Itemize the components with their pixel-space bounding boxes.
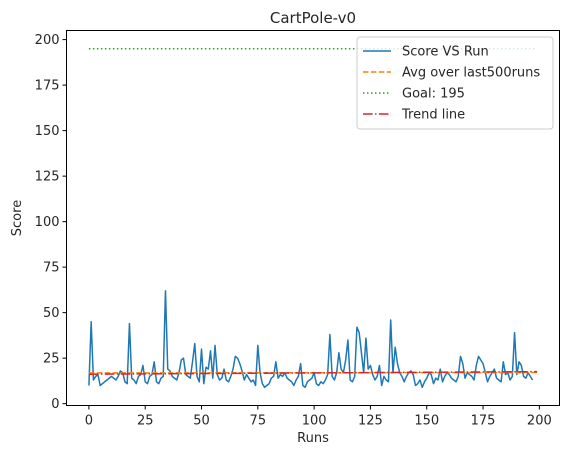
plot-frame <box>66 30 560 406</box>
x-tick-label: 75 <box>250 414 267 429</box>
axis-ticks <box>62 39 540 410</box>
y-tick-label: 200 <box>35 33 60 48</box>
legend: Score VS Run Avg over last500runs Goal: 19… <box>356 36 554 130</box>
chart-title: CartPole-v0 <box>270 9 356 27</box>
y-tick-label: 125 <box>35 170 60 185</box>
y-tick-label: 150 <box>35 124 60 139</box>
x-tick-label: 25 <box>137 414 154 429</box>
legend-label-goal: Goal: 195 <box>402 87 465 102</box>
x-tick-label: 175 <box>471 414 496 429</box>
x-tick-label: 125 <box>358 414 383 429</box>
y-axis-label: Score <box>10 200 25 236</box>
series-line-trend <box>88 370 538 375</box>
y-tick-label: 25 <box>43 352 60 367</box>
y-tick-labels: 0 25 50 75 100 125 150 175 200 <box>35 33 60 412</box>
legend-label-trend: Trend line <box>401 108 465 123</box>
y-tick-label: 0 <box>51 397 59 412</box>
x-tick-label: 50 <box>193 414 210 429</box>
series-line-score <box>88 290 534 389</box>
legend-label-score: Score VS Run <box>402 45 489 60</box>
legend-box <box>356 36 554 130</box>
y-tick-label: 175 <box>35 79 60 94</box>
y-tick-label: 100 <box>35 215 60 230</box>
x-tick-label: 200 <box>527 414 552 429</box>
legend-label-avg: Avg over last500runs <box>402 66 540 81</box>
y-tick-label: 75 <box>43 261 60 276</box>
x-tick-label: 0 <box>85 414 93 429</box>
x-tick-label: 150 <box>414 414 439 429</box>
x-tick-label: 100 <box>302 414 327 429</box>
x-axis-label: Runs <box>297 431 329 446</box>
x-tick-labels: 0 25 50 75 100 125 150 175 200 <box>85 414 552 429</box>
y-tick-label: 50 <box>43 306 60 321</box>
